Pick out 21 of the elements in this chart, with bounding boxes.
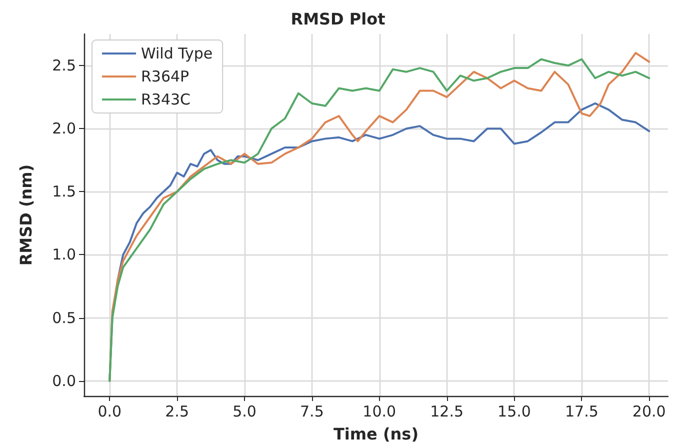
y-tick-label: 1.5 (52, 182, 76, 201)
y-axis-title: RMSD (nm) (16, 164, 36, 266)
y-tick-label: 0.5 (52, 308, 76, 327)
y-tick-label: 2.5 (52, 56, 76, 75)
y-tick-label: 1.0 (52, 246, 76, 264)
legend-label: Wild Type (141, 44, 213, 62)
x-tick-label: 20.0 (632, 402, 666, 420)
x-tick-label: 17.5 (564, 402, 598, 420)
y-tick-label: 0.0 (52, 372, 76, 390)
y-tick-label: 2.0 (52, 120, 76, 138)
x-tick-label: 7.5 (300, 402, 324, 420)
x-tick-label: 0.0 (98, 402, 122, 420)
legend-label: R343C (141, 90, 191, 108)
x-tick-label: 12.5 (430, 402, 464, 420)
legend-label: R364P (141, 68, 190, 86)
x-tick-label: 2.5 (165, 402, 189, 420)
x-axis-title: Time (ns) (333, 424, 419, 444)
x-tick-label: 10.0 (362, 402, 396, 420)
chart-title: RMSD Plot (290, 10, 386, 28)
x-tick-label: 15.0 (498, 402, 531, 420)
x-tick-label: 5.0 (232, 402, 256, 420)
